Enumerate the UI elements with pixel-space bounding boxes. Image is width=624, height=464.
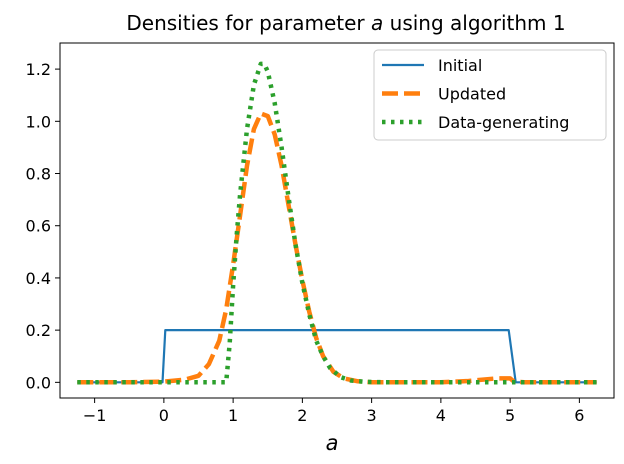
y-tick-label: 1.0 <box>26 112 51 131</box>
x-tick-label: 5 <box>505 406 515 425</box>
series-line-data-generating <box>77 61 597 385</box>
legend-label: Updated <box>438 85 506 104</box>
x-tick-label: 4 <box>436 406 446 425</box>
legend-label: Initial <box>438 56 482 75</box>
y-tick-label: 0.0 <box>26 373 51 392</box>
x-tick-label: 3 <box>367 406 377 425</box>
x-tick-label: −1 <box>83 406 107 425</box>
x-tick-label: 0 <box>159 406 169 425</box>
legend-box <box>373 49 607 141</box>
x-tick-label: 1 <box>228 406 238 425</box>
y-tick-label: 0.6 <box>26 217 51 236</box>
series-line-updated <box>77 111 597 385</box>
axes-frame <box>59 42 615 399</box>
chart-title: Densities for parameter a using algorith… <box>126 11 565 35</box>
legend: Initial Updated Data-generating <box>373 49 607 141</box>
x-tick-label: 2 <box>297 406 307 425</box>
ticks-layer: −1 0 1 2 3 4 5 6 0.0 0.2 0.4 0.6 0.8 1.0 1.2 <box>26 60 585 425</box>
legend-label: Data-generating <box>438 113 569 132</box>
x-axis-label: a <box>326 431 339 455</box>
y-tick-label: 0.8 <box>26 165 51 184</box>
y-tick-label: 0.4 <box>26 269 51 288</box>
y-tick-label: 1.2 <box>26 60 51 79</box>
series-layer <box>77 61 597 385</box>
x-tick-label: 6 <box>574 406 584 425</box>
y-tick-label: 0.2 <box>26 321 51 340</box>
